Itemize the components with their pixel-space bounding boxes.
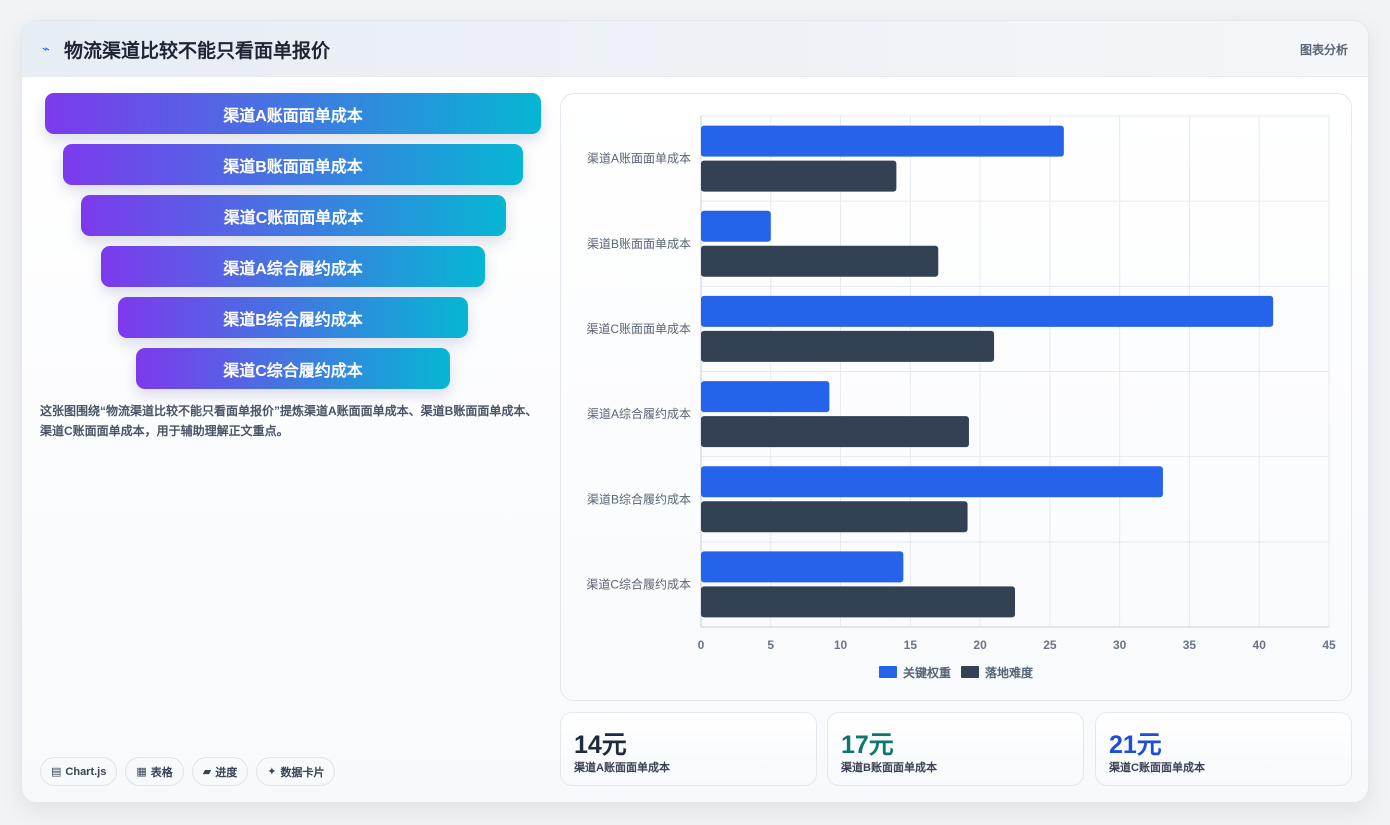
stat-card-b: 17元 渠道B账面面单成本	[827, 712, 1084, 786]
stat-label: 渠道C账面面单成本	[1109, 762, 1205, 774]
bar-difficulty	[701, 330, 995, 362]
x-tick-label: 25	[1043, 638, 1057, 652]
x-tick-label: 0	[698, 638, 705, 652]
pill-chartjs[interactable]: ▤ Chart.js	[40, 757, 118, 786]
bar-difficulty	[701, 416, 969, 448]
x-tick-label: 45	[1322, 638, 1336, 652]
main-card: ⌁ 物流渠道比较不能只看面单报价 图表分析 渠道A账面面单成本 渠道B账面面单成…	[21, 20, 1369, 803]
y-tick-label: 渠道C综合履约成本	[586, 576, 691, 591]
x-tick-label: 20	[973, 638, 987, 652]
bar-chart: 0 5 10 15 20 25 30 35 40 45 渠道A账面面单成本渠道B账面面单成本渠道C账…	[586, 115, 1336, 680]
bar-difficulty	[701, 245, 939, 277]
y-tick-label: 渠道B账面面单成本	[587, 237, 691, 251]
bar-difficulty	[701, 501, 968, 533]
x-tick-label: 5	[767, 638, 774, 652]
pill-data-card[interactable]: ✦ 数据卡片	[256, 757, 336, 786]
tag-pills: ▤ Chart.js ▦ 表格 ▰ 进度 ✦ 数据卡片	[40, 757, 336, 786]
bar-weight	[701, 210, 771, 242]
pill-table[interactable]: ▦ 表格	[125, 757, 184, 786]
stat-label: 渠道A账面面单成本	[574, 762, 670, 774]
bar-weight	[701, 551, 904, 583]
x-tick-label: 40	[1253, 638, 1267, 652]
x-tick-label: 35	[1183, 638, 1197, 652]
funnel-step-3: 渠道C账面面单成本	[81, 195, 506, 236]
pill-progress[interactable]: ▰ 进度	[191, 757, 249, 786]
funnel-step-6: 渠道C综合履约成本	[136, 348, 450, 389]
bar-weight	[701, 381, 830, 413]
legend-swatch	[879, 666, 897, 678]
legend-label: 关键权重	[903, 665, 951, 680]
pill-label: Chart.js	[65, 765, 107, 778]
funnel-step-2: 渠道B账面面单成本	[63, 144, 523, 185]
pill-label: 进度	[215, 766, 238, 779]
stat-value: 17元	[841, 731, 894, 759]
table-icon: ▦	[136, 766, 147, 778]
chart-panel: 0 5 10 15 20 25 30 35 40 45 渠道A账面面单成本 渠道B账面面单成本 渠道C账…	[560, 93, 1352, 701]
sparkle-icon: ✦	[267, 766, 277, 778]
y-tick-label: 渠道A账面面单成本	[587, 152, 691, 166]
card-header: ⌁ 物流渠道比较不能只看面单报价 图表分析	[22, 21, 1368, 77]
funnel-step-1: 渠道A账面面单成本	[45, 93, 541, 134]
chart-description: 这张图围绕“物流渠道比较不能只看面单报价”提炼渠道A账面面单成本、渠道B账面面单…	[40, 404, 538, 438]
pill-label: 表格	[150, 766, 173, 779]
legend-label: 落地难度	[985, 665, 1034, 680]
stat-label: 渠道B账面面单成本	[841, 762, 937, 774]
x-tick-label: 30	[1113, 638, 1127, 652]
bar-weight	[701, 466, 1163, 498]
y-tick-label: 渠道C账面面单成本	[586, 322, 691, 336]
pill-label: 数据卡片	[280, 766, 325, 779]
progress-icon: ▰	[202, 766, 212, 778]
stat-value: 14元	[574, 731, 627, 759]
stat-card-a: 14元 渠道A账面面单成本	[560, 712, 817, 786]
stat-value: 21元	[1109, 731, 1162, 759]
stat-card-c: 21元 渠道C账面面单成本	[1095, 712, 1352, 786]
page-title: 物流渠道比较不能只看面单报价	[64, 41, 331, 62]
bar-difficulty	[701, 586, 1015, 618]
funnel-step-4: 渠道A综合履约成本	[101, 246, 485, 287]
chart-icon: ▤	[51, 766, 62, 778]
bar-difficulty	[701, 160, 897, 192]
header-tag: 图表分析	[1299, 43, 1348, 57]
y-tick-label: 渠道B综合履约成本	[587, 491, 691, 506]
legend-swatch	[961, 666, 979, 678]
funnel-step-5: 渠道B综合履约成本	[118, 297, 468, 338]
x-tick-label: 10	[834, 638, 848, 652]
bar-weight	[701, 295, 1274, 327]
chart-line-icon: ⌁	[42, 41, 50, 56]
x-tick-label: 15	[904, 638, 918, 652]
y-tick-label: 渠道A综合履约成本	[587, 406, 691, 421]
bar-weight	[701, 125, 1064, 157]
